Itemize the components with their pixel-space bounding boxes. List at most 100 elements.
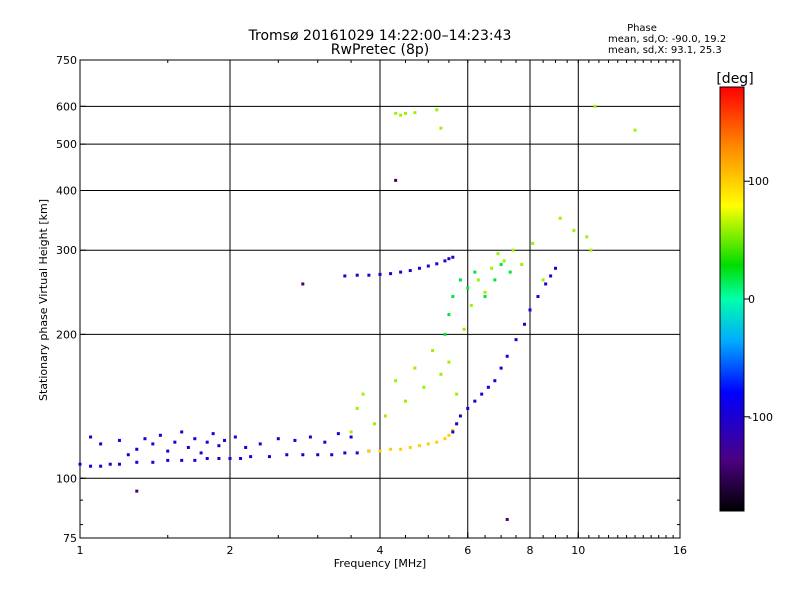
data-point	[330, 453, 334, 457]
data-point	[180, 430, 184, 434]
colorbar-ticks: 100 0 -100	[744, 175, 773, 424]
data-point	[447, 313, 451, 317]
data-point	[158, 433, 162, 437]
data-point	[367, 449, 371, 453]
data-point	[408, 269, 412, 273]
data-point	[417, 266, 421, 270]
data-point	[349, 430, 353, 434]
data-point	[505, 354, 509, 358]
data-point	[126, 453, 130, 457]
data-point	[316, 453, 320, 457]
data-point	[455, 422, 459, 426]
data-point	[541, 278, 545, 282]
x-tick-label: 4	[377, 544, 384, 557]
data-point	[447, 257, 451, 261]
data-point	[180, 458, 184, 462]
data-point	[403, 399, 407, 403]
data-point	[435, 108, 439, 112]
data-point	[439, 372, 443, 376]
data-point	[89, 464, 93, 468]
x-axis-label: Frequency [MHz]	[334, 557, 426, 570]
colorbar	[719, 86, 745, 512]
data-point	[378, 449, 382, 453]
data-point	[186, 445, 190, 449]
grid-lines	[80, 60, 680, 538]
x-tick-label: 6	[464, 544, 471, 557]
data-point	[193, 458, 197, 462]
data-point	[205, 440, 209, 444]
phase-stats-x: mean, sd,X: 93.1, 25.3	[608, 45, 722, 56]
data-point	[443, 332, 447, 336]
data-point	[549, 274, 553, 278]
data-point	[276, 437, 280, 441]
data-point	[323, 440, 327, 444]
data-point	[343, 451, 347, 455]
data-point	[466, 406, 470, 410]
y-tick-label: 200	[56, 328, 77, 341]
data-point	[239, 456, 243, 460]
data-point	[455, 392, 459, 396]
data-point	[451, 295, 455, 299]
data-point	[217, 444, 221, 448]
data-point	[502, 259, 506, 263]
data-points	[78, 104, 637, 521]
data-point	[394, 178, 398, 182]
data-point	[544, 282, 548, 286]
data-point	[143, 437, 147, 441]
y-tick-label: 100	[56, 472, 77, 485]
data-point	[408, 445, 412, 449]
data-point	[285, 453, 289, 457]
y-tick-label: 750	[56, 54, 77, 67]
data-point	[199, 451, 203, 455]
data-point	[267, 455, 271, 459]
data-point	[355, 406, 359, 410]
data-point	[451, 428, 455, 432]
data-point	[520, 263, 524, 267]
colorbar-tick-label: 100	[748, 175, 769, 188]
data-point	[373, 422, 377, 426]
data-point	[389, 272, 393, 276]
data-point	[151, 460, 155, 464]
data-point	[135, 447, 139, 451]
data-point	[244, 445, 248, 449]
axis-ticks: 1 2 4 6 8 10 16 75 100 200 300 400 500 600 750	[56, 54, 687, 557]
data-point	[394, 379, 398, 383]
x-tick-label: 8	[527, 544, 534, 557]
data-point	[443, 259, 447, 263]
data-point	[166, 449, 170, 453]
data-point	[558, 216, 562, 220]
data-point	[490, 266, 494, 270]
phase-stats-title: Phase	[627, 23, 657, 34]
data-point	[301, 453, 305, 457]
data-point	[417, 444, 421, 448]
data-point	[439, 126, 443, 130]
data-point	[389, 447, 393, 451]
data-point	[403, 111, 407, 115]
data-point	[572, 228, 576, 232]
x-tick-label: 1	[77, 544, 84, 557]
y-tick-label: 75	[63, 532, 77, 545]
data-point	[443, 437, 447, 441]
data-point	[233, 435, 237, 439]
data-point	[89, 435, 93, 439]
data-point	[211, 432, 215, 436]
data-point	[483, 295, 487, 299]
y-tick-label: 300	[56, 244, 77, 257]
data-point	[458, 278, 462, 282]
data-point	[493, 379, 497, 383]
data-point	[205, 456, 209, 460]
data-point	[523, 322, 527, 326]
data-point	[531, 241, 535, 245]
data-point	[476, 278, 480, 282]
data-point	[589, 248, 593, 252]
colorbar-tick-label: 0	[748, 293, 755, 306]
data-point	[301, 282, 305, 286]
data-point	[486, 385, 490, 389]
data-point	[99, 442, 103, 446]
data-point	[496, 252, 500, 256]
data-point	[505, 517, 509, 521]
y-tick-label: 500	[56, 138, 77, 151]
data-point	[108, 462, 112, 466]
data-point	[435, 262, 439, 266]
